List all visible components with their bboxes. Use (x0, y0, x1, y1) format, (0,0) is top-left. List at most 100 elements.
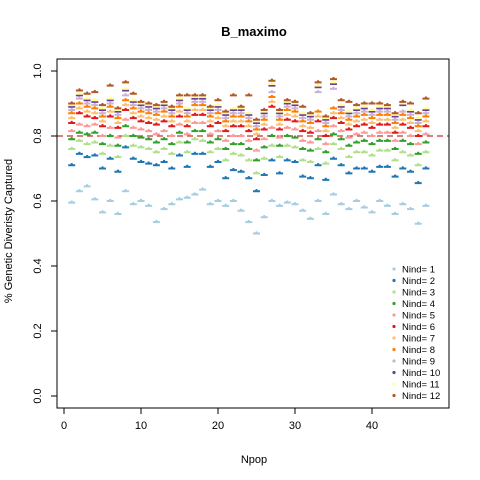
data-point-dot (286, 125, 289, 129)
data-point-dot (209, 164, 212, 168)
data-point-dot (378, 198, 381, 202)
data-point-dot (186, 106, 189, 109)
data-point-dot (170, 104, 173, 107)
legend-label: Nind= 6 (402, 322, 435, 333)
data-point-dot (85, 101, 89, 104)
series-5 (68, 117, 430, 152)
data-point-dot (93, 130, 97, 133)
data-point-dot (78, 130, 81, 133)
data-point-dot (224, 109, 227, 112)
data-point-dot (417, 115, 420, 119)
data-point-dot (324, 128, 327, 132)
data-point-dot (386, 117, 389, 120)
data-point-dot (332, 192, 335, 195)
data-point-dot (401, 166, 404, 169)
data-point-dot (124, 98, 127, 101)
data-point-dot (293, 135, 297, 138)
data-point-dot (270, 94, 274, 98)
data-point-dot (378, 138, 381, 142)
data-point-dot (286, 200, 289, 203)
data-point-dot (363, 122, 366, 125)
data-point-dot (347, 99, 351, 103)
data-point-dot (224, 119, 227, 122)
data-point-dot (101, 124, 104, 127)
data-point-dot (70, 137, 73, 140)
data-point-dot (293, 202, 297, 205)
data-point-dot (293, 106, 297, 109)
data-point-dot (124, 93, 127, 96)
data-point-dot (340, 163, 343, 166)
legend-item: Nind= 2 (392, 276, 435, 287)
data-point-dot (270, 81, 274, 85)
data-point-dot (386, 122, 389, 125)
data-point-dot (239, 119, 243, 122)
data-point-dot (101, 151, 104, 155)
data-point-dot (347, 122, 351, 125)
data-point-dot (78, 106, 81, 109)
x-tick-label: 40 (366, 420, 378, 432)
data-point-dot (316, 114, 320, 117)
data-point-dot (247, 119, 250, 122)
legend-marker (392, 278, 396, 283)
data-point-dot (409, 112, 412, 116)
data-point-dot (147, 115, 150, 119)
data-point-dot (93, 89, 97, 93)
data-point-dot (363, 205, 366, 208)
data-point-dot (293, 99, 297, 103)
data-point-dot (270, 104, 274, 107)
data-point-dot (293, 114, 297, 117)
data-point-dot (417, 221, 420, 224)
data-point-dot (386, 130, 389, 133)
data-point-dot (409, 120, 412, 124)
data-point-dot (340, 146, 343, 150)
data-point-dot (301, 146, 304, 150)
data-point-dot (193, 120, 197, 124)
data-point-dot (224, 146, 227, 150)
data-point-dot (239, 133, 243, 137)
data-point-dot (93, 98, 97, 101)
data-point-dot (332, 115, 335, 119)
data-point-dot (417, 124, 420, 127)
data-point-dot (224, 158, 227, 161)
data-point-dot (370, 112, 374, 116)
data-point-dot (139, 109, 143, 112)
data-point-dot (132, 133, 135, 137)
series-1 (68, 184, 430, 235)
data-point-dot (232, 119, 235, 122)
data-point-dot (340, 102, 343, 106)
data-point-dot (247, 158, 250, 161)
data-point-dot (370, 153, 374, 156)
data-point-dot (139, 119, 143, 122)
x-tick-label: 10 (135, 420, 147, 432)
data-point-dot (263, 172, 266, 176)
data-point-dot (232, 106, 235, 109)
data-point-dot (216, 102, 220, 106)
data-point-dot (393, 111, 397, 114)
data-point-dot (347, 127, 351, 130)
data-point-dot (224, 124, 227, 127)
data-point-dot (109, 114, 112, 117)
data-point-dot (224, 128, 227, 132)
data-point-dot (401, 138, 404, 142)
data-point-dot (301, 138, 304, 142)
data-point-dot (378, 101, 381, 104)
data-point-dot (278, 171, 281, 174)
data-point-dot (255, 117, 258, 120)
data-point-dot (301, 128, 304, 132)
data-point-dot (263, 107, 266, 111)
data-point-dot (162, 119, 166, 122)
data-point-dot (309, 117, 312, 120)
data-point-dot (263, 145, 266, 148)
x-tick-label: 30 (289, 420, 301, 432)
data-point-dot (78, 88, 81, 91)
data-point-dot (324, 124, 327, 127)
data-point-dot (93, 140, 97, 143)
data-point-dot (355, 111, 358, 114)
data-point-dot (247, 128, 250, 132)
data-point-dot (201, 107, 204, 111)
data-point-dot (139, 99, 143, 103)
data-point-dot (417, 133, 420, 137)
data-point-dot (139, 159, 143, 163)
data-point-dot (386, 138, 389, 142)
